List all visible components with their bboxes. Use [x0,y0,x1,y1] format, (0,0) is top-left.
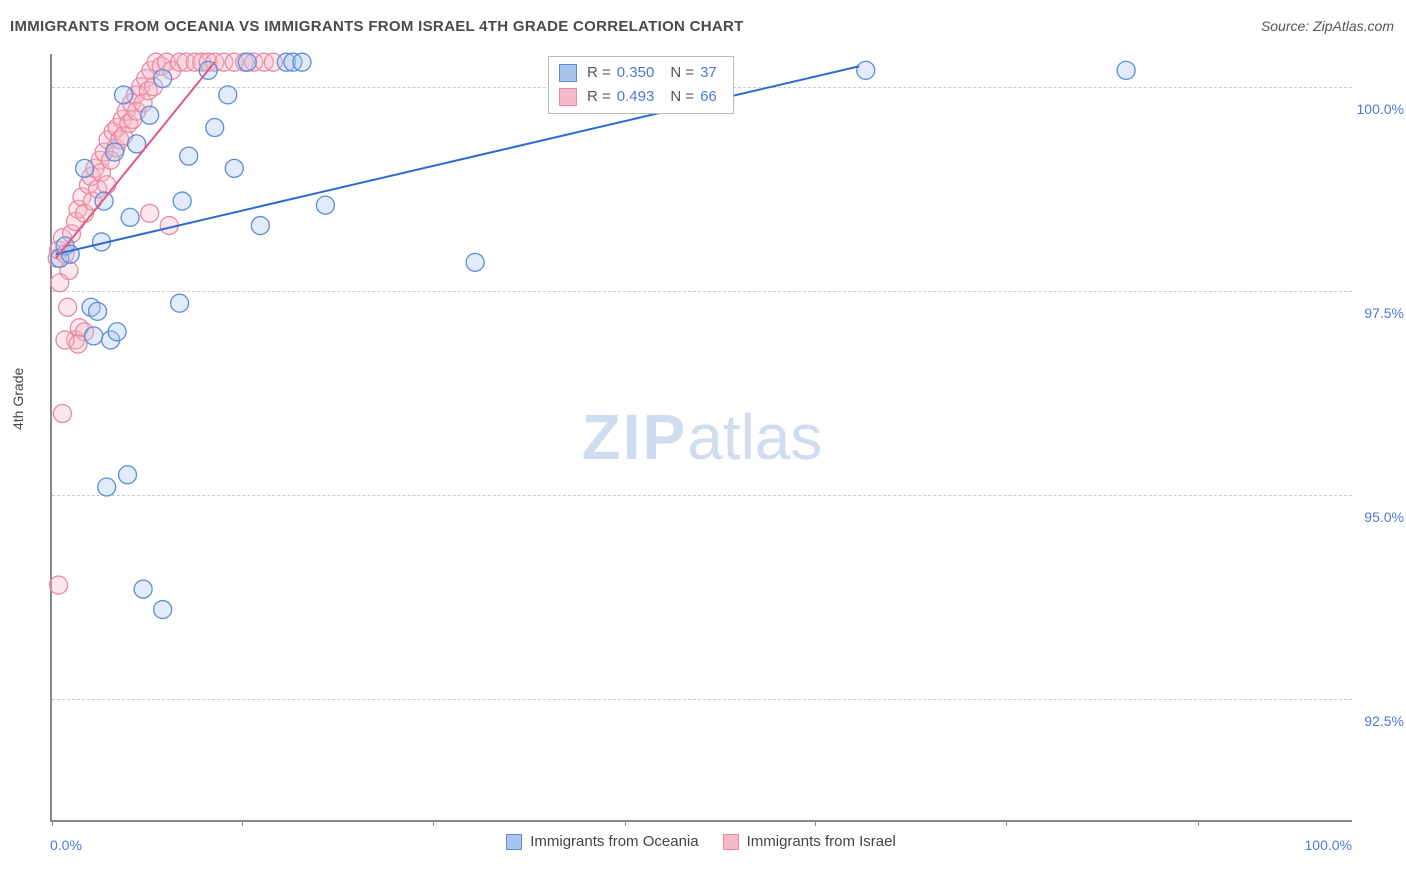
y-tick-label: 97.5% [1354,305,1404,321]
y-tick-label: 95.0% [1354,509,1404,525]
x-tick [52,820,53,826]
data-point [59,298,77,316]
data-point [85,327,103,345]
data-point [134,580,152,598]
data-point [141,204,159,222]
series-legend-label: Immigrants from Israel [747,833,896,850]
data-point [1117,61,1135,79]
data-point [98,478,116,496]
correlation-legend-row: R = 0.493 N = 66 [559,85,723,109]
legend-r-label: R = [587,85,611,109]
data-point [98,176,116,194]
data-point [173,192,191,210]
legend-swatch [559,64,577,82]
x-tick [815,820,816,826]
plot-area: ZIPatlas 92.5%95.0%97.5%100.0% R = 0.350… [50,54,1352,822]
legend-swatch [559,88,577,106]
legend-n-label: N = [670,61,694,85]
legend-n-value: 66 [700,85,717,109]
legend-n-value: 37 [700,61,717,85]
data-point [108,323,126,341]
correlation-chart: IMMIGRANTS FROM OCEANIA VS IMMIGRANTS FR… [0,0,1406,892]
data-point [466,253,484,271]
scatter-svg [52,54,1352,820]
data-point [121,208,139,226]
series-legend-item: Immigrants from Israel [723,833,896,850]
legend-r-value: 0.350 [617,61,655,85]
x-tick [1006,820,1007,826]
correlation-legend: R = 0.350 N = 37 R = 0.493 N = 66 [548,56,734,114]
data-point [225,159,243,177]
x-tick [1198,820,1199,826]
data-point [154,70,172,88]
data-point [180,147,198,165]
data-point [119,466,137,484]
data-point [316,196,334,214]
data-point [89,302,107,320]
y-tick-label: 100.0% [1354,101,1404,117]
data-point [251,217,269,235]
source-attribution: Source: ZipAtlas.com [1261,18,1394,34]
correlation-legend-row: R = 0.350 N = 37 [559,61,723,85]
legend-swatch [723,834,739,850]
legend-r-label: R = [587,61,611,85]
data-point [154,601,172,619]
data-point [206,119,224,137]
legend-swatch [506,834,522,850]
data-point [238,53,256,71]
data-point [51,274,69,292]
chart-title: IMMIGRANTS FROM OCEANIA VS IMMIGRANTS FR… [10,18,744,35]
x-tick [433,820,434,826]
data-point [857,61,875,79]
data-point [50,576,68,594]
legend-n-label: N = [670,85,694,109]
data-point [293,53,311,71]
data-point [219,86,237,104]
data-point [76,159,94,177]
x-tick [242,820,243,826]
x-tick [625,820,626,826]
data-point [171,294,189,312]
data-point [105,143,123,161]
legend-r-value: 0.493 [617,85,655,109]
trend-line [56,66,859,254]
series-legend-item: Immigrants from Oceania [506,833,698,850]
data-point [141,106,159,124]
series-legend: Immigrants from Oceania Immigrants from I… [50,833,1352,854]
data-point [53,404,71,422]
y-axis-label: 4th Grade [10,368,26,430]
y-tick-label: 92.5% [1354,713,1404,729]
data-point [115,86,133,104]
series-legend-label: Immigrants from Oceania [530,833,698,850]
